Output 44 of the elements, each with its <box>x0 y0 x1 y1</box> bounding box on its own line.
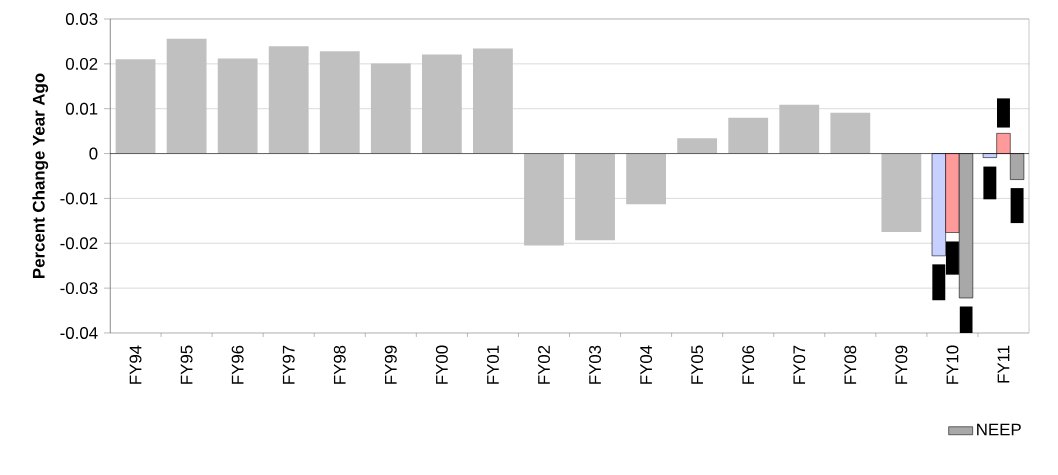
bar <box>421 54 462 154</box>
x-tick-label: FY03 <box>589 345 601 384</box>
x-tick-label: FY95 <box>180 345 193 384</box>
x-tick-label: FY02 <box>538 345 550 384</box>
x-tick-label: FY11 <box>997 345 1010 383</box>
y-axis-title: Percent Change Year Ago <box>32 73 49 278</box>
y-tick-label: -0.01 <box>60 192 98 205</box>
x-tick-label: FY07 <box>793 345 806 384</box>
x-tick-label: FY06 <box>742 345 755 384</box>
legend-label: NEEP <box>977 423 1021 436</box>
y-tick-label: 0 <box>89 147 98 160</box>
x-tick-label: FY05 <box>691 345 704 384</box>
bar <box>575 153 615 241</box>
bar <box>268 46 309 154</box>
bar <box>626 153 666 205</box>
x-tick-label: FY08 <box>844 345 857 384</box>
bar <box>370 63 411 154</box>
x-tick-label: FY96 <box>231 345 244 384</box>
y-tick-label: -0.02 <box>60 237 98 250</box>
x-tick-label: FY09 <box>895 345 908 384</box>
bar <box>319 51 360 154</box>
x-tick-label: FY97 <box>282 345 295 384</box>
bar <box>115 59 156 154</box>
x-tick-label: FY99 <box>384 345 397 384</box>
bar <box>473 48 513 154</box>
y-tick-label: -0.03 <box>60 282 98 295</box>
bar <box>524 153 564 246</box>
bar <box>881 153 922 233</box>
x-tick-label: FY00 <box>435 345 448 384</box>
x-tick-label: FY94 <box>129 345 142 384</box>
x-tick-label: FY04 <box>640 345 653 384</box>
x-tick-label: FY10 <box>946 345 959 384</box>
x-tick-label: FY01 <box>486 345 499 384</box>
bar <box>779 104 820 154</box>
y-tick-label: 0.03 <box>65 13 98 25</box>
y-tick-label: 0.02 <box>65 57 98 70</box>
bar <box>677 138 718 154</box>
bar <box>166 38 207 154</box>
y-tick-label: 0.01 <box>65 102 98 115</box>
bar <box>217 58 258 154</box>
x-tick-label: FY98 <box>333 345 346 384</box>
bar <box>830 112 871 154</box>
bar <box>728 117 769 154</box>
y-tick-label: -0.04 <box>60 327 98 339</box>
